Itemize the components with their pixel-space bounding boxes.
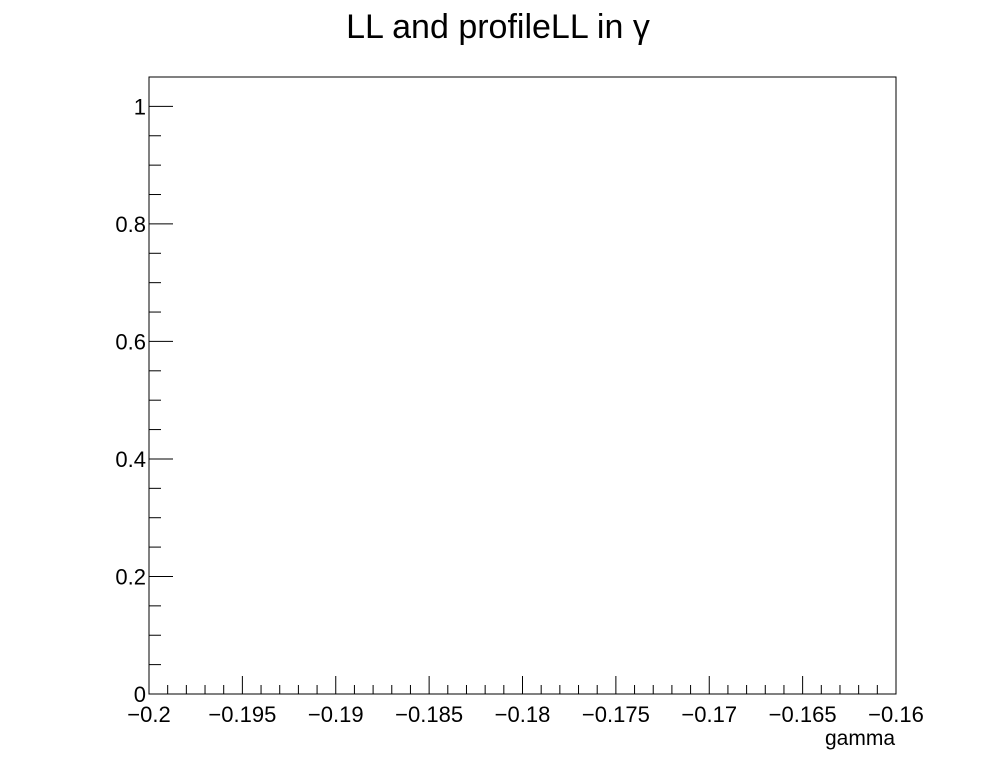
x-tick-label: −0.19 [308,702,364,727]
x-tick-label: −0.2 [127,702,170,727]
x-axis-label: gamma [825,727,895,750]
y-tick-label: 0.2 [115,564,146,589]
y-tick-label: 0.6 [115,329,146,354]
x-tick-label: −0.16 [868,702,924,727]
y-axis: 0 0.2 0.4 0.6 0.8 1 [115,76,173,707]
x-tick-label: −0.17 [681,702,737,727]
x-axis: −0.2 −0.195 −0.19 −0.185 −0.18 −0.175 −0.17 −0.… [127,676,924,727]
y-tick-label: 0 [134,682,146,707]
x-tick-label: −0.175 [582,702,650,727]
chart-title: LL and profileLL in γ [346,8,650,46]
plot-frame [148,76,897,695]
y-tick-label: 0.4 [115,447,146,472]
x-tick-label: −0.165 [769,702,837,727]
y-tick-label: 0.8 [115,212,146,237]
x-tick-label: −0.195 [208,702,276,727]
x-tick-label: −0.18 [495,702,551,727]
y-tick-label: 1 [134,94,146,119]
x-tick-label: −0.185 [395,702,463,727]
